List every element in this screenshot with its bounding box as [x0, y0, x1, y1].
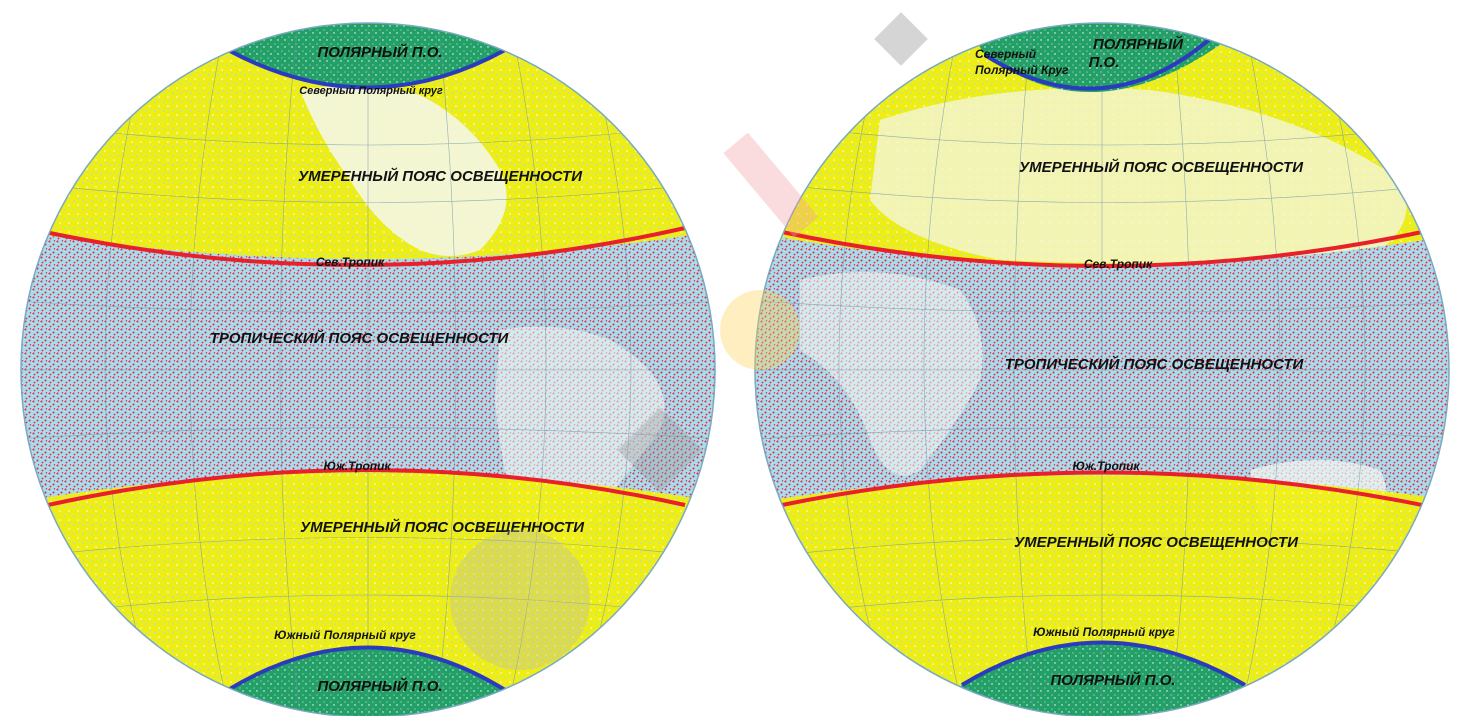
- antarctic-circle-line: [226, 645, 507, 692]
- polar-zone-north-label-line2: П.О.: [1089, 54, 1120, 71]
- eurasia-land: [870, 88, 1407, 264]
- globe-outline: [754, 22, 1450, 716]
- polar-zone-north-label: ПОЛЯРНЫЙ П.О.: [317, 43, 442, 61]
- temperate-zone-south-label: УМЕРЕННЫЙ ПОЯС ОСВЕЩЕННОСТИ: [1014, 533, 1299, 551]
- north-tropic-label: Сев.Тропик: [316, 255, 385, 269]
- western-hemisphere: ПОЛЯРНЫЙ П.О. Северный Полярный круг УМЕ…: [20, 22, 716, 716]
- polar-zone-north-label-line1: ПОЛЯРНЫЙ: [1093, 35, 1184, 53]
- south-tropic-line: [47, 468, 686, 507]
- north-polar-zone: [200, 23, 540, 88]
- north-tropic-line: [781, 230, 1423, 268]
- arctic-circle-label-line1: Северный: [975, 47, 1037, 61]
- temperate-zone-south-label: УМЕРЕННЫЙ ПОЯС ОСВЕЩЕННОСТИ: [300, 518, 585, 536]
- arctic-circle-line: [227, 48, 506, 90]
- north-america-land: [300, 86, 507, 256]
- south-tropic-label: Юж.Тропик: [1072, 459, 1140, 473]
- north-tropic-line: [44, 226, 686, 267]
- north-tropic-label: Сев.Тропик: [1084, 257, 1153, 271]
- antarctic-circle-label: Южный Полярный круг: [274, 628, 416, 642]
- polar-zone-south-label: ПОЛЯРНЫЙ П.О.: [317, 677, 442, 695]
- eastern-hemisphere: Северный Полярный Круг ПОЛЯРНЫЙ П.О. УМЕ…: [754, 22, 1450, 716]
- globe-outline: [20, 22, 716, 716]
- south-tropic-label: Юж.Тропик: [323, 459, 391, 473]
- antarctic-circle-label: Южный Полярный круг: [1033, 625, 1175, 639]
- temperate-zone-north-label: УМЕРЕННЫЙ ПОЯС ОСВЕЩЕННОСТИ: [1019, 158, 1304, 176]
- antarctic-circle-line: [960, 640, 1247, 687]
- south-tropic-line: [781, 470, 1423, 507]
- temperate-zone-north-label: УМЕРЕННЫЙ ПОЯС ОСВЕЩЕННОСТИ: [298, 167, 583, 185]
- arctic-circle-label: Северный Полярный круг: [299, 85, 443, 97]
- tropical-zone-label: ТРОПИЧЕСКИЙ ПОЯС ОСВЕЩЕННОСТИ: [1005, 355, 1305, 373]
- south-polar-zone: [200, 647, 540, 716]
- polar-zone-south-label: ПОЛЯРНЫЙ П.О.: [1050, 671, 1175, 689]
- africa-land: [800, 272, 983, 476]
- arctic-circle-label-line2: Полярный Круг: [975, 63, 1069, 77]
- tropical-zone-label: ТРОПИЧЕСКИЙ ПОЯС ОСВЕЩЕННОСТИ: [210, 329, 510, 347]
